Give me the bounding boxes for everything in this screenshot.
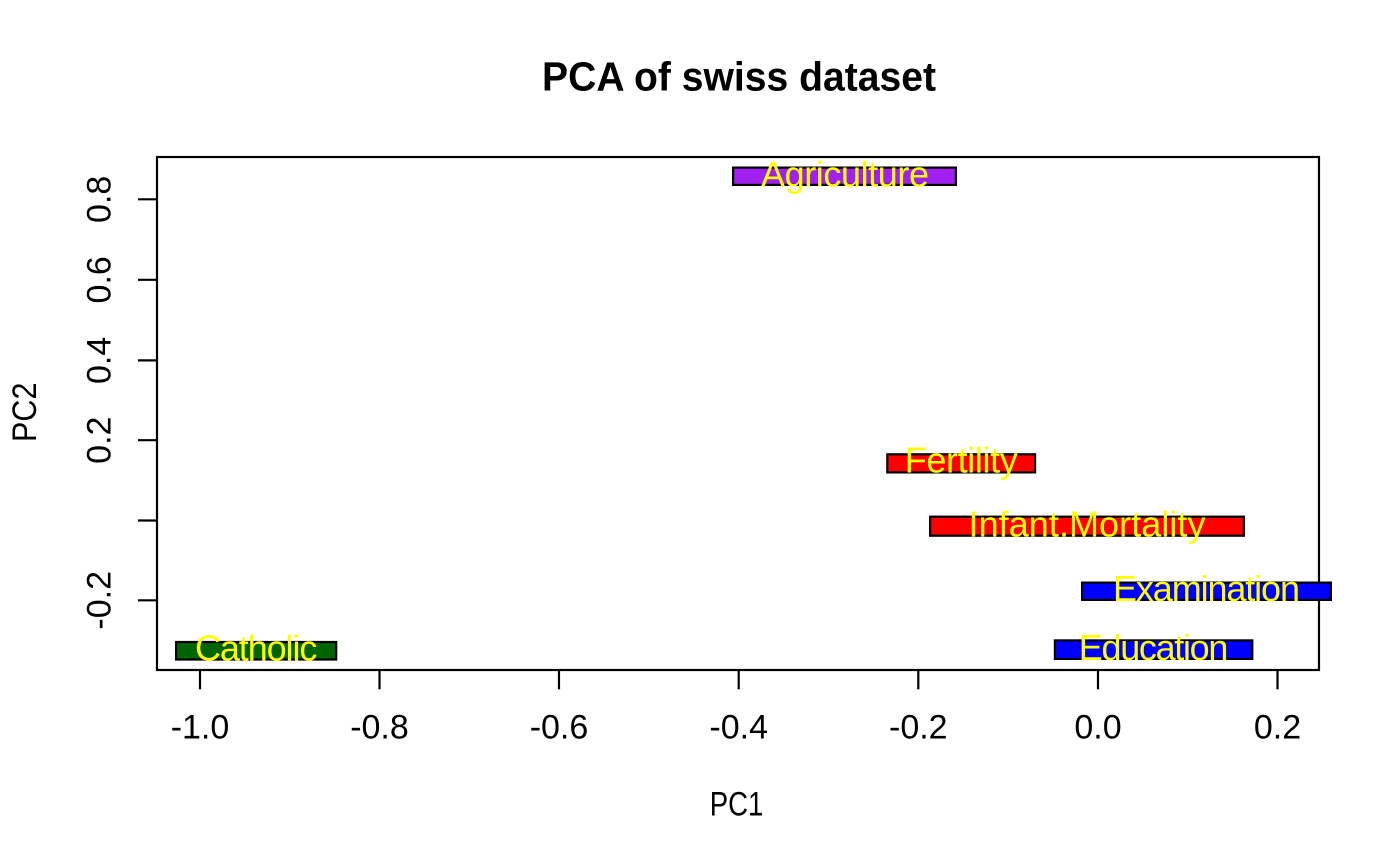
svg-text:Fertility: Fertility: [905, 440, 1018, 481]
svg-text:Education: Education: [1079, 627, 1229, 668]
svg-text:0.2: 0.2: [1254, 709, 1301, 747]
svg-text:0.8: 0.8: [81, 176, 119, 223]
svg-text:Catholic: Catholic: [195, 627, 317, 668]
svg-text:0.4: 0.4: [81, 337, 119, 384]
svg-text:-0.6: -0.6: [530, 709, 589, 747]
svg-text:PC1: PC1: [710, 786, 764, 824]
svg-text:-1.0: -1.0: [171, 709, 230, 747]
svg-text:0.6: 0.6: [81, 256, 119, 303]
svg-text:-0.2: -0.2: [81, 571, 119, 630]
svg-text:-0.4: -0.4: [709, 709, 768, 747]
svg-text:Agriculture: Agriculture: [761, 153, 929, 194]
svg-text:-0.8: -0.8: [350, 709, 409, 747]
svg-text:-0.2: -0.2: [889, 709, 948, 747]
svg-text:0.2: 0.2: [81, 417, 119, 464]
svg-text:PCA of swiss dataset: PCA of swiss dataset: [542, 54, 936, 100]
svg-text:Examination: Examination: [1113, 568, 1300, 609]
svg-text:Infant.Mortality: Infant.Mortality: [969, 504, 1206, 545]
svg-text:PC2: PC2: [6, 383, 44, 443]
svg-text:0.0: 0.0: [1074, 709, 1121, 747]
